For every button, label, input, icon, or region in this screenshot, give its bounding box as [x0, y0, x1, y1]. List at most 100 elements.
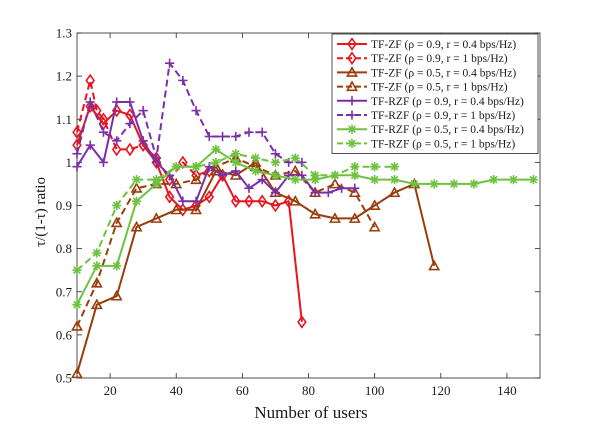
x-tick-label: 100	[365, 383, 385, 398]
data-point	[164, 172, 175, 187]
data-point	[165, 58, 175, 68]
data-point	[112, 200, 122, 211]
data-point	[231, 149, 241, 159]
data-point	[178, 155, 188, 170]
x-tick-label: 80	[302, 383, 315, 398]
data-point	[290, 153, 300, 163]
data-point	[270, 198, 281, 213]
data-point	[191, 162, 201, 172]
data-point	[72, 162, 82, 172]
y-tick-label: 0.7	[56, 284, 73, 299]
data-point	[250, 153, 261, 163]
data-point	[469, 179, 479, 189]
data-point	[231, 157, 241, 167]
data-point	[190, 173, 203, 185]
data-point	[98, 157, 109, 167]
data-point	[131, 175, 142, 185]
series-8	[72, 149, 400, 275]
series-7	[72, 144, 538, 310]
data-point	[92, 261, 102, 271]
x-axis-label: Number of users	[254, 403, 367, 422]
series-2	[72, 73, 215, 187]
legend-item: TF-ZF (ρ = 0.5, r = 1 bps/Hz)	[337, 80, 508, 94]
series-6	[72, 58, 307, 167]
y-tick-label: 1.2	[56, 69, 72, 84]
axes: 20 40 60 80 100 120 140 0.5 0.6 0.7 0.8 0.9 1 1.1 1.2 1…	[56, 26, 541, 398]
data-point	[191, 168, 201, 183]
data-point	[138, 106, 148, 116]
data-point	[350, 183, 360, 193]
legend-item: TF-RZF (ρ = 0.9, r = 0.4 bps/Hz)	[337, 96, 524, 108]
data-point	[428, 259, 441, 271]
x-tick-label: 60	[236, 383, 249, 398]
data-point	[347, 37, 357, 51]
legend-item: TF-RZF (ρ = 0.9, r = 1 bps/Hz)	[337, 110, 515, 122]
data-point	[347, 51, 357, 65]
data-point	[130, 182, 143, 193]
data-point	[85, 73, 96, 88]
data-point	[328, 212, 341, 223]
series-line	[76, 62, 302, 164]
data-point	[72, 265, 82, 275]
data-point	[370, 162, 380, 172]
y-tick-label: 1.3	[56, 26, 72, 41]
y-tick-label: 0.9	[56, 198, 72, 213]
data-point	[388, 186, 401, 198]
x-tick-label: 120	[431, 383, 451, 398]
data-point	[348, 186, 361, 198]
data-point	[368, 199, 381, 210]
data-point	[336, 183, 347, 193]
data-point	[346, 66, 358, 77]
y-tick-label: 1	[66, 155, 73, 170]
data-point	[151, 175, 161, 185]
data-point	[297, 170, 307, 180]
data-point	[178, 75, 188, 86]
data-point	[204, 131, 214, 142]
x-tick-label: 40	[170, 383, 183, 398]
data-point	[409, 179, 419, 189]
data-point	[190, 203, 203, 215]
data-point	[164, 190, 175, 204]
y-tick-label: 0.8	[56, 241, 72, 256]
data-point	[257, 194, 267, 208]
data-point	[71, 367, 83, 379]
data-point	[171, 162, 181, 172]
legend-item: TF-RZF (ρ = 0.5, r = 1 bps/Hz)	[337, 138, 515, 150]
series-line	[76, 161, 436, 374]
data-point	[71, 320, 83, 331]
data-point	[92, 248, 102, 258]
data-point	[90, 276, 103, 288]
data-point	[257, 175, 267, 185]
legend-label: TF-ZF (ρ = 0.9, r = 0.4 bps/Hz)	[371, 39, 516, 51]
data-point	[211, 157, 221, 167]
data-point	[170, 203, 183, 215]
series-line	[76, 157, 376, 327]
data-point	[347, 124, 357, 134]
series-line	[76, 148, 534, 306]
data-point	[138, 136, 148, 146]
data-point	[449, 179, 459, 189]
data-point	[85, 97, 95, 107]
data-point	[244, 194, 254, 208]
data-point	[330, 170, 340, 180]
legend-label: TF-RZF (ρ = 0.5, r = 1 bps/Hz)	[371, 138, 515, 150]
legend-box	[331, 33, 539, 154]
plot-area	[71, 58, 538, 379]
data-point	[310, 187, 320, 198]
data-point	[112, 97, 122, 107]
data-point	[204, 190, 215, 204]
legend-label: TF-ZF (ρ = 0.5, r = 1 bps/Hz)	[371, 82, 508, 94]
data-point	[125, 97, 135, 107]
data-point	[111, 103, 122, 118]
data-point	[297, 315, 307, 329]
data-point	[217, 131, 228, 142]
data-point	[151, 153, 161, 163]
data-point	[72, 125, 82, 139]
data-point	[250, 166, 261, 176]
data-point	[230, 194, 241, 208]
data-point	[125, 118, 135, 129]
data-point	[348, 212, 361, 223]
data-point	[211, 144, 221, 155]
data-point	[112, 261, 122, 271]
